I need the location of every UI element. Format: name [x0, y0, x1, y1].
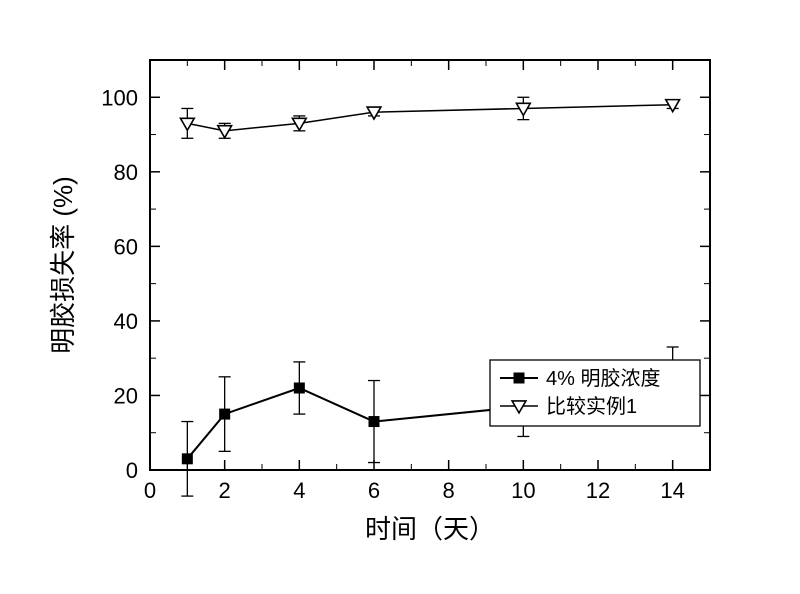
svg-text:0: 0 — [126, 458, 138, 483]
y-axis-label: 明胶损失率 (%) — [48, 176, 78, 354]
svg-text:20: 20 — [114, 383, 138, 408]
svg-text:4: 4 — [293, 478, 305, 503]
svg-text:60: 60 — [114, 234, 138, 259]
legend-label-comp1: 比较实例1 — [546, 395, 637, 418]
legend: 4% 明胶浓度比较实例1 — [490, 360, 700, 426]
series-comp1 — [181, 97, 678, 138]
svg-text:8: 8 — [443, 478, 455, 503]
line-chart: 0 2 4 6 8 10 12 14 0 20 40 60 80 100 时间（天） 明胶损失率 (%) 4% … — [0, 0, 800, 594]
x-axis-label: 时间（天） — [365, 514, 495, 544]
svg-text:12: 12 — [586, 478, 610, 503]
svg-text:0: 0 — [144, 478, 156, 503]
svg-text:2: 2 — [219, 478, 231, 503]
svg-text:40: 40 — [114, 309, 138, 334]
svg-text:6: 6 — [368, 478, 380, 503]
svg-text:10: 10 — [511, 478, 535, 503]
svg-text:100: 100 — [101, 85, 138, 110]
svg-text:80: 80 — [114, 160, 138, 185]
svg-text:14: 14 — [660, 478, 684, 503]
legend-label-gelatin4: 4% 明胶浓度 — [546, 367, 660, 390]
